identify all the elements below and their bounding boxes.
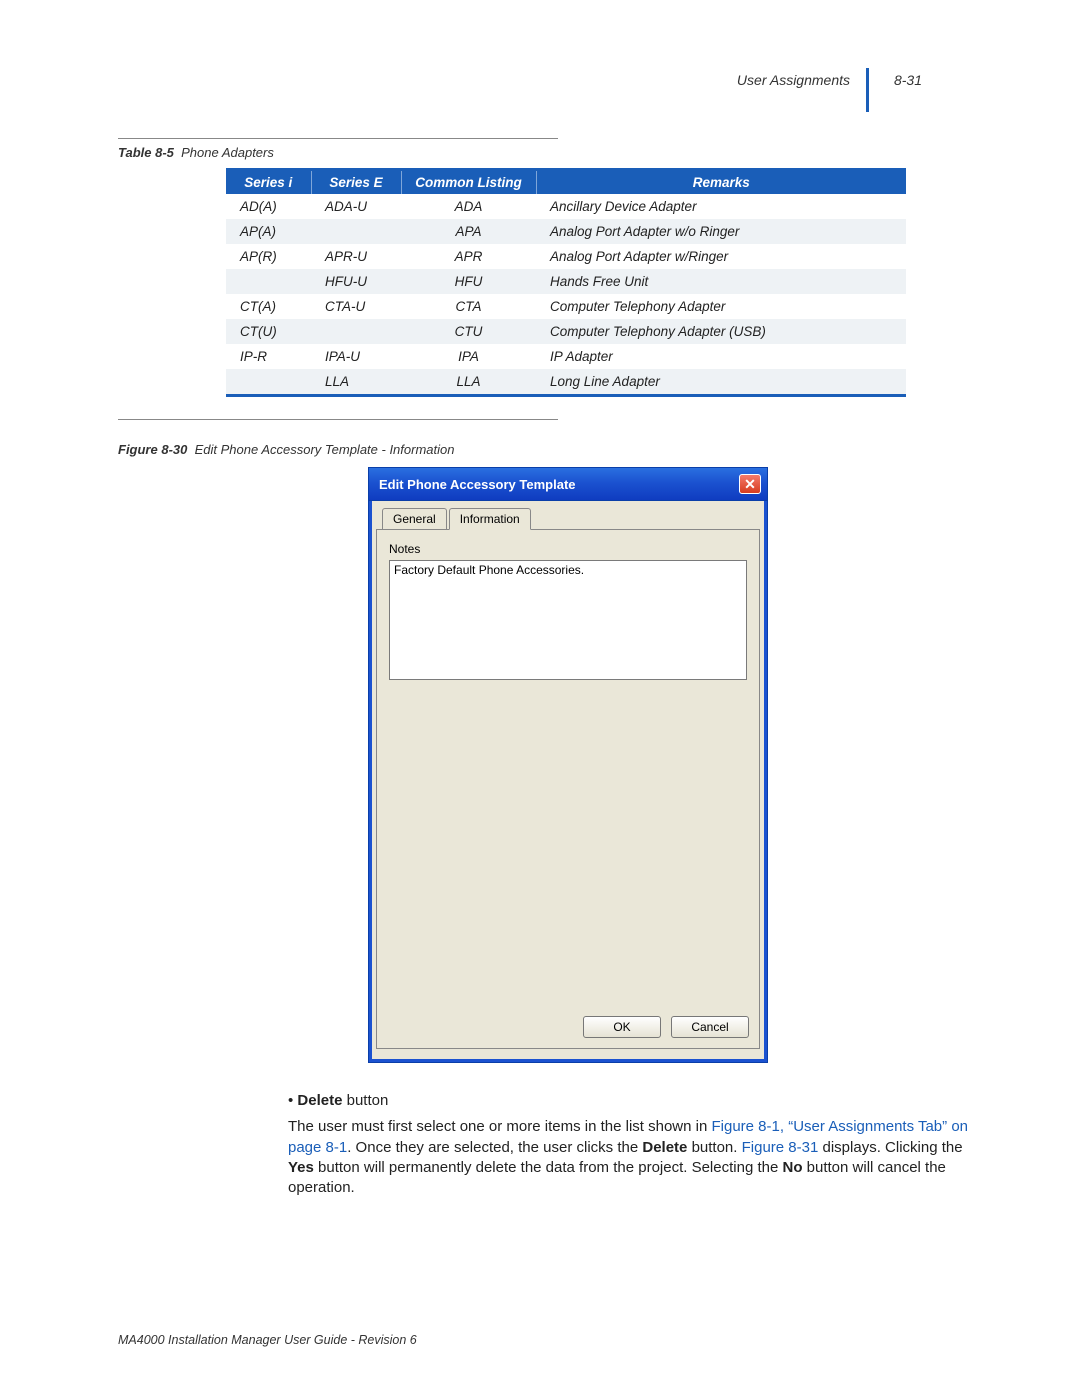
- table-cell: IP-R: [226, 344, 311, 369]
- table-cell: APR: [401, 244, 536, 269]
- table-row: HFU-UHFUHands Free Unit: [226, 269, 906, 294]
- table-row: CT(U) CTUComputer Telephony Adapter (USB): [226, 319, 906, 344]
- table-cell: APR-U: [311, 244, 401, 269]
- bullet-rest: button: [342, 1092, 388, 1109]
- notes-textarea[interactable]: [389, 560, 747, 680]
- table-cell: CT(A): [226, 294, 311, 319]
- table-cell: Ancillary Device Adapter: [536, 194, 906, 219]
- header-page-number: 8-31: [894, 72, 922, 88]
- table-cell: CTA: [401, 294, 536, 319]
- table-row: CT(A)CTA-UCTAComputer Telephony Adapter: [226, 294, 906, 319]
- cancel-button[interactable]: Cancel: [671, 1016, 749, 1038]
- figure-caption-rule: [118, 419, 558, 420]
- figure-caption: Figure 8-30 Edit Phone Accessory Templat…: [118, 442, 992, 457]
- table-cell: Computer Telephony Adapter: [536, 294, 906, 319]
- th-common-listing: Common Listing: [401, 170, 536, 195]
- link-figure-8-31[interactable]: Figure 8-31: [742, 1139, 819, 1156]
- tab-general[interactable]: General: [382, 508, 447, 530]
- phone-adapters-table: Series i Series E Common Listing Remarks…: [226, 168, 906, 397]
- table-cell: Analog Port Adapter w/Ringer: [536, 244, 906, 269]
- body-paragraph: The user must first select one or more i…: [288, 1117, 988, 1198]
- dialog-title: Edit Phone Accessory Template: [379, 477, 576, 492]
- table-cell: LLA: [401, 369, 536, 396]
- dialog-body: General Information Notes OK Cancel: [369, 501, 767, 1062]
- table-cell: AD(A): [226, 194, 311, 219]
- table-cell: CTA-U: [311, 294, 401, 319]
- ok-button[interactable]: OK: [583, 1016, 661, 1038]
- table-cell: [226, 269, 311, 294]
- table-cell: ADA: [401, 194, 536, 219]
- dialog-tabs: General Information: [382, 508, 760, 530]
- footer-text: MA4000 Installation Manager User Guide -…: [118, 1333, 417, 1347]
- table-cell: Long Line Adapter: [536, 369, 906, 396]
- table-cell: CTU: [401, 319, 536, 344]
- table-cell: [311, 319, 401, 344]
- dialog-titlebar[interactable]: Edit Phone Accessory Template ✕: [369, 468, 767, 501]
- table-cell: CT(U): [226, 319, 311, 344]
- th-series-e: Series E: [311, 170, 401, 195]
- th-remarks: Remarks: [536, 170, 906, 195]
- delete-bullet: • Delete button: [288, 1091, 988, 1111]
- table-row: AP(A) APAAnalog Port Adapter w/o Ringer: [226, 219, 906, 244]
- bullet-bold: Delete: [297, 1092, 342, 1109]
- table-cell: ADA-U: [311, 194, 401, 219]
- table-row: AP(R)APR-UAPRAnalog Port Adapter w/Ringe…: [226, 244, 906, 269]
- table-cell: [311, 219, 401, 244]
- table-row: AD(A)ADA-UADAAncillary Device Adapter: [226, 194, 906, 219]
- table-cell: Analog Port Adapter w/o Ringer: [536, 219, 906, 244]
- table-cell: IPA-U: [311, 344, 401, 369]
- table-cell: Hands Free Unit: [536, 269, 906, 294]
- table-cell: Computer Telephony Adapter (USB): [536, 319, 906, 344]
- table-row: LLALLALong Line Adapter: [226, 369, 906, 396]
- table-row: IP-RIPA-UIPAIP Adapter: [226, 344, 906, 369]
- edit-phone-accessory-dialog: Edit Phone Accessory Template ✕ General …: [368, 467, 768, 1063]
- table-cell: IP Adapter: [536, 344, 906, 369]
- table-cell: [226, 369, 311, 396]
- table-cell: IPA: [401, 344, 536, 369]
- table-caption-rule: [118, 138, 558, 139]
- table-cell: AP(A): [226, 219, 311, 244]
- tab-information[interactable]: Information: [449, 508, 531, 530]
- notes-label: Notes: [389, 542, 747, 556]
- table-cell: APA: [401, 219, 536, 244]
- tab-panel-information: Notes OK Cancel: [376, 529, 760, 1049]
- body-text: • Delete button The user must first sele…: [288, 1091, 988, 1198]
- header-accent-line: [866, 68, 869, 112]
- table-cell: HFU-U: [311, 269, 401, 294]
- table-cell: AP(R): [226, 244, 311, 269]
- table-cell: LLA: [311, 369, 401, 396]
- header-section: User Assignments: [737, 72, 850, 88]
- th-series-i: Series i: [226, 170, 311, 195]
- figure-caption-text: Edit Phone Accessory Template - Informat…: [195, 442, 455, 457]
- table-caption: Table 8-5 Phone Adapters: [118, 145, 992, 160]
- table-caption-text: Phone Adapters: [181, 145, 274, 160]
- figure-caption-label: Figure 8-30: [118, 442, 187, 457]
- table-cell: HFU: [401, 269, 536, 294]
- table-caption-label: Table 8-5: [118, 145, 174, 160]
- close-icon[interactable]: ✕: [739, 474, 761, 494]
